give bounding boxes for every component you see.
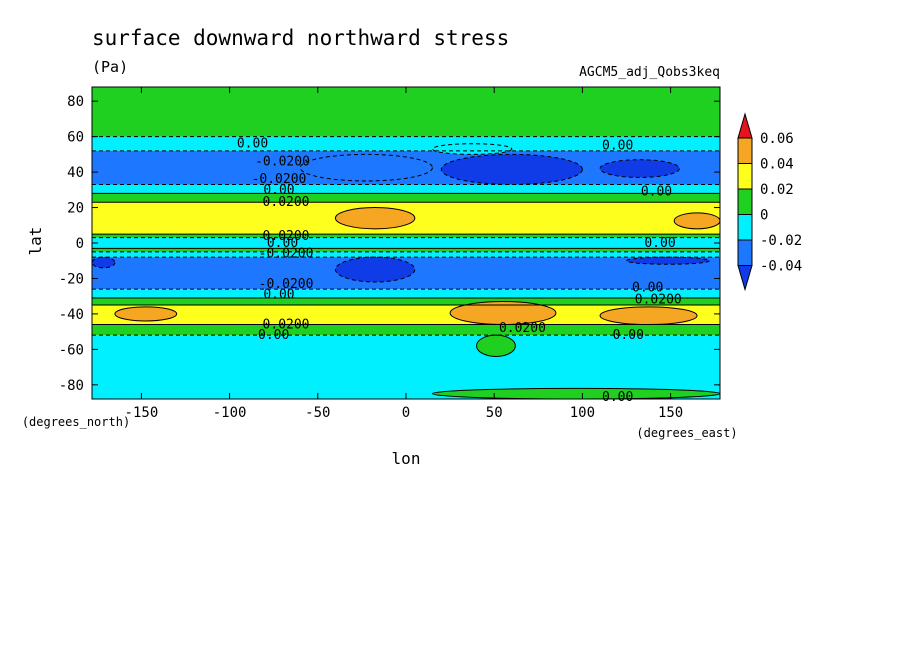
- field-region: [299, 153, 433, 182]
- y-tick-label: 20: [67, 201, 84, 217]
- x-tick-label: -50: [305, 405, 330, 421]
- field-region: [440, 153, 583, 186]
- contour-lines: [92, 87, 720, 336]
- x-tick-label: 150: [658, 405, 683, 421]
- colorbar-label: 0.02: [760, 182, 794, 198]
- contour-label: 0.00: [641, 185, 672, 200]
- y-axis-unit: (degrees_north): [22, 415, 130, 429]
- colorbar-segment: [737, 137, 753, 164]
- field-band: [92, 324, 720, 336]
- colorbar-segment: [737, 214, 753, 241]
- contour-label: -0.0200: [252, 172, 307, 187]
- colorbar-top-arrow: [737, 112, 753, 139]
- contour-label: 0.00: [602, 139, 633, 154]
- field-band: [92, 193, 720, 203]
- field-region: [599, 306, 698, 326]
- x-tick-label: -150: [125, 405, 159, 421]
- y-tick-label: -80: [59, 378, 84, 394]
- contour-label: 0.00: [263, 287, 294, 302]
- x-axis: -150 -100 -50 0 50 100 150: [125, 87, 683, 421]
- y-tick-label: 40: [67, 165, 84, 181]
- contour-label: 0.00: [613, 328, 644, 343]
- field-region: [431, 143, 513, 155]
- field-region: [334, 207, 416, 230]
- field-region: [114, 306, 178, 322]
- colorbar-label: -0.02: [760, 233, 802, 249]
- y-axis-label: lat: [26, 227, 45, 256]
- chart-title: surface downward northward stress: [92, 26, 509, 50]
- field-band: [92, 87, 720, 137]
- plot-area: [92, 87, 720, 399]
- x-tick-label: 0: [402, 405, 410, 421]
- colorbar-label: 0.04: [760, 157, 794, 173]
- colorbar-label: -0.04: [760, 259, 802, 275]
- y-tick-label: -20: [59, 271, 84, 287]
- x-tick-label: 100: [570, 405, 595, 421]
- colorbar-label: 0.06: [760, 131, 794, 147]
- field-band: [92, 305, 720, 325]
- y-axis: 80 60 40 20 0 -20 -40 -60 -80: [59, 94, 720, 394]
- field-band: [92, 234, 720, 238]
- colorbar-segment: [737, 163, 753, 190]
- contour-label: 0.00: [263, 183, 294, 198]
- contour-label: 0.0200: [263, 318, 310, 333]
- contour-label: 0.0200: [263, 229, 310, 244]
- x-tick-label: -100: [213, 405, 247, 421]
- contour-label: -0.0200: [259, 247, 314, 262]
- colorbar-segment: [737, 239, 753, 266]
- x-axis-unit: (degrees_east): [636, 426, 737, 440]
- field-region: [673, 212, 720, 230]
- y-tick-label: -40: [59, 307, 84, 323]
- x-axis-label: lon: [392, 449, 421, 468]
- y-tick-label: 0: [76, 236, 84, 252]
- contour-label: 0.00: [644, 236, 675, 251]
- y-tick-label: 60: [67, 130, 84, 146]
- field-band: [92, 248, 720, 252]
- contour-label: 0.00: [632, 280, 663, 295]
- field-region: [432, 387, 720, 399]
- x-tick-label: 50: [486, 405, 503, 421]
- colorbar: 0.06 0.04 0.02 0 -0.02 -0.04: [737, 112, 802, 292]
- field-region: [334, 256, 416, 283]
- field-band: [92, 184, 720, 194]
- colorbar-segment: [737, 188, 753, 215]
- contour-label: 0.00: [602, 390, 633, 405]
- field-band: [92, 251, 720, 258]
- contour-label: 0.0200: [635, 293, 682, 308]
- contour-label: 0.0200: [499, 321, 546, 336]
- y-tick-label: 80: [67, 94, 84, 110]
- field-region: [92, 256, 116, 269]
- contour-label: -0.0200: [255, 154, 310, 169]
- contour-label: 0.0200: [263, 195, 310, 210]
- contour-labels: 0.00-0.0200-0.02000.000.02000.02000.00-0…: [237, 137, 682, 405]
- field-region: [599, 159, 680, 178]
- colorbar-bottom-arrow: [737, 265, 753, 292]
- field-band: [92, 237, 720, 249]
- dataset-label: AGCM5_adj_Qobs3keq: [579, 65, 720, 80]
- contour-label: 0.00: [237, 137, 268, 152]
- field-region: [476, 334, 516, 357]
- contour-label: 0.00: [267, 236, 298, 251]
- field-region: [626, 256, 710, 265]
- y-tick-label: -60: [59, 342, 84, 358]
- contour-label: -0.0200: [259, 277, 314, 292]
- field-band: [92, 136, 720, 151]
- contour-label: 0.00: [258, 328, 289, 343]
- field-band: [92, 297, 720, 306]
- units-label: (Pa): [92, 58, 128, 76]
- field-band: [92, 289, 720, 298]
- colorbar-label: 0: [760, 208, 768, 224]
